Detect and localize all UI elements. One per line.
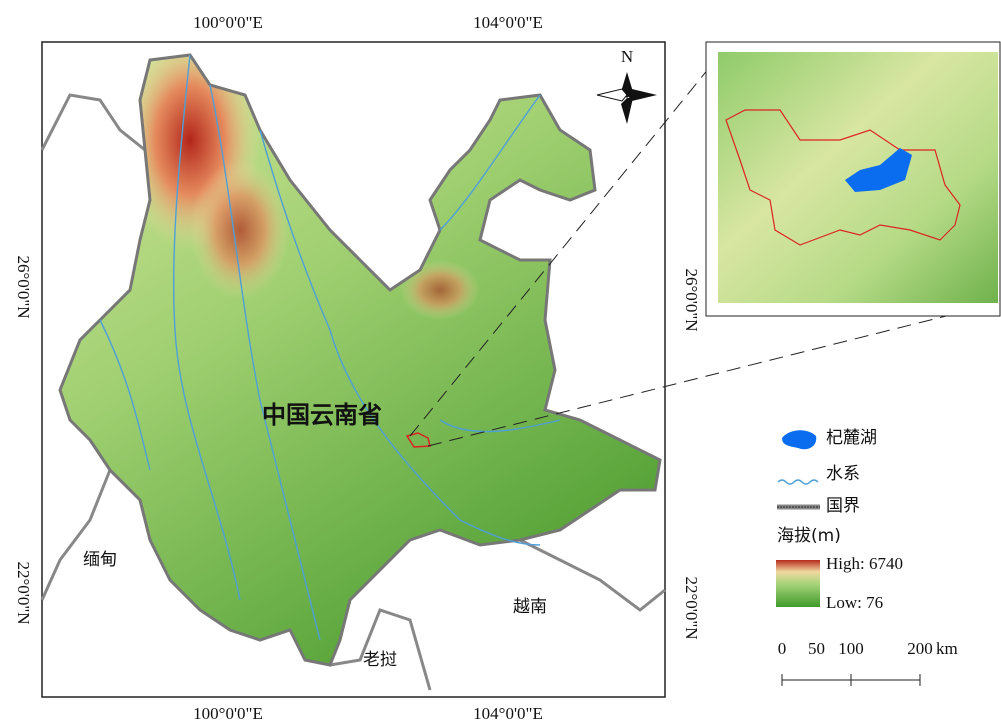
graticule-label: 104°0'0"E xyxy=(473,704,543,723)
legend-label: 国界 xyxy=(826,496,860,516)
graticule-label: 22°0'0"N xyxy=(14,561,33,624)
graticule-label: 26°0'0"N xyxy=(14,255,33,318)
scale-unit: km xyxy=(936,639,958,658)
inset-map xyxy=(706,42,1000,316)
legend-label: 水系 xyxy=(826,464,860,484)
country-label: 越南 xyxy=(513,597,547,617)
legend: 杞麓湖 水系 国界 海拔(m) High: 6740 Low: 76 xyxy=(776,428,903,612)
map-figure: N 100°0'0"E 104°0'0"E 100°0'0"E 104°0'0"… xyxy=(0,0,1001,727)
legend-label: Low: 76 xyxy=(826,593,883,612)
legend-label: 杞麓湖 xyxy=(826,428,877,448)
graticule-label: 104°0'0"E xyxy=(473,13,543,32)
graticule-label: 26°0'0"N xyxy=(682,268,701,331)
graticule-label: 22°0'0"N xyxy=(682,576,701,639)
scale-label: 0 xyxy=(778,639,787,658)
graticule-label: 100°0'0"E xyxy=(193,704,263,723)
scale-label: 50 xyxy=(808,639,825,658)
graticule-label: 100°0'0"E xyxy=(193,13,263,32)
legend-title: 海拔(m) xyxy=(777,526,841,546)
province-label: 中国云南省 xyxy=(262,401,382,429)
country-label: 老挝 xyxy=(363,650,397,670)
north-label: N xyxy=(621,47,633,66)
scale-label: 100 xyxy=(838,639,864,658)
legend-label: High: 6740 xyxy=(826,554,903,573)
scale-label: 200 xyxy=(907,639,933,658)
country-label: 缅甸 xyxy=(83,550,117,570)
